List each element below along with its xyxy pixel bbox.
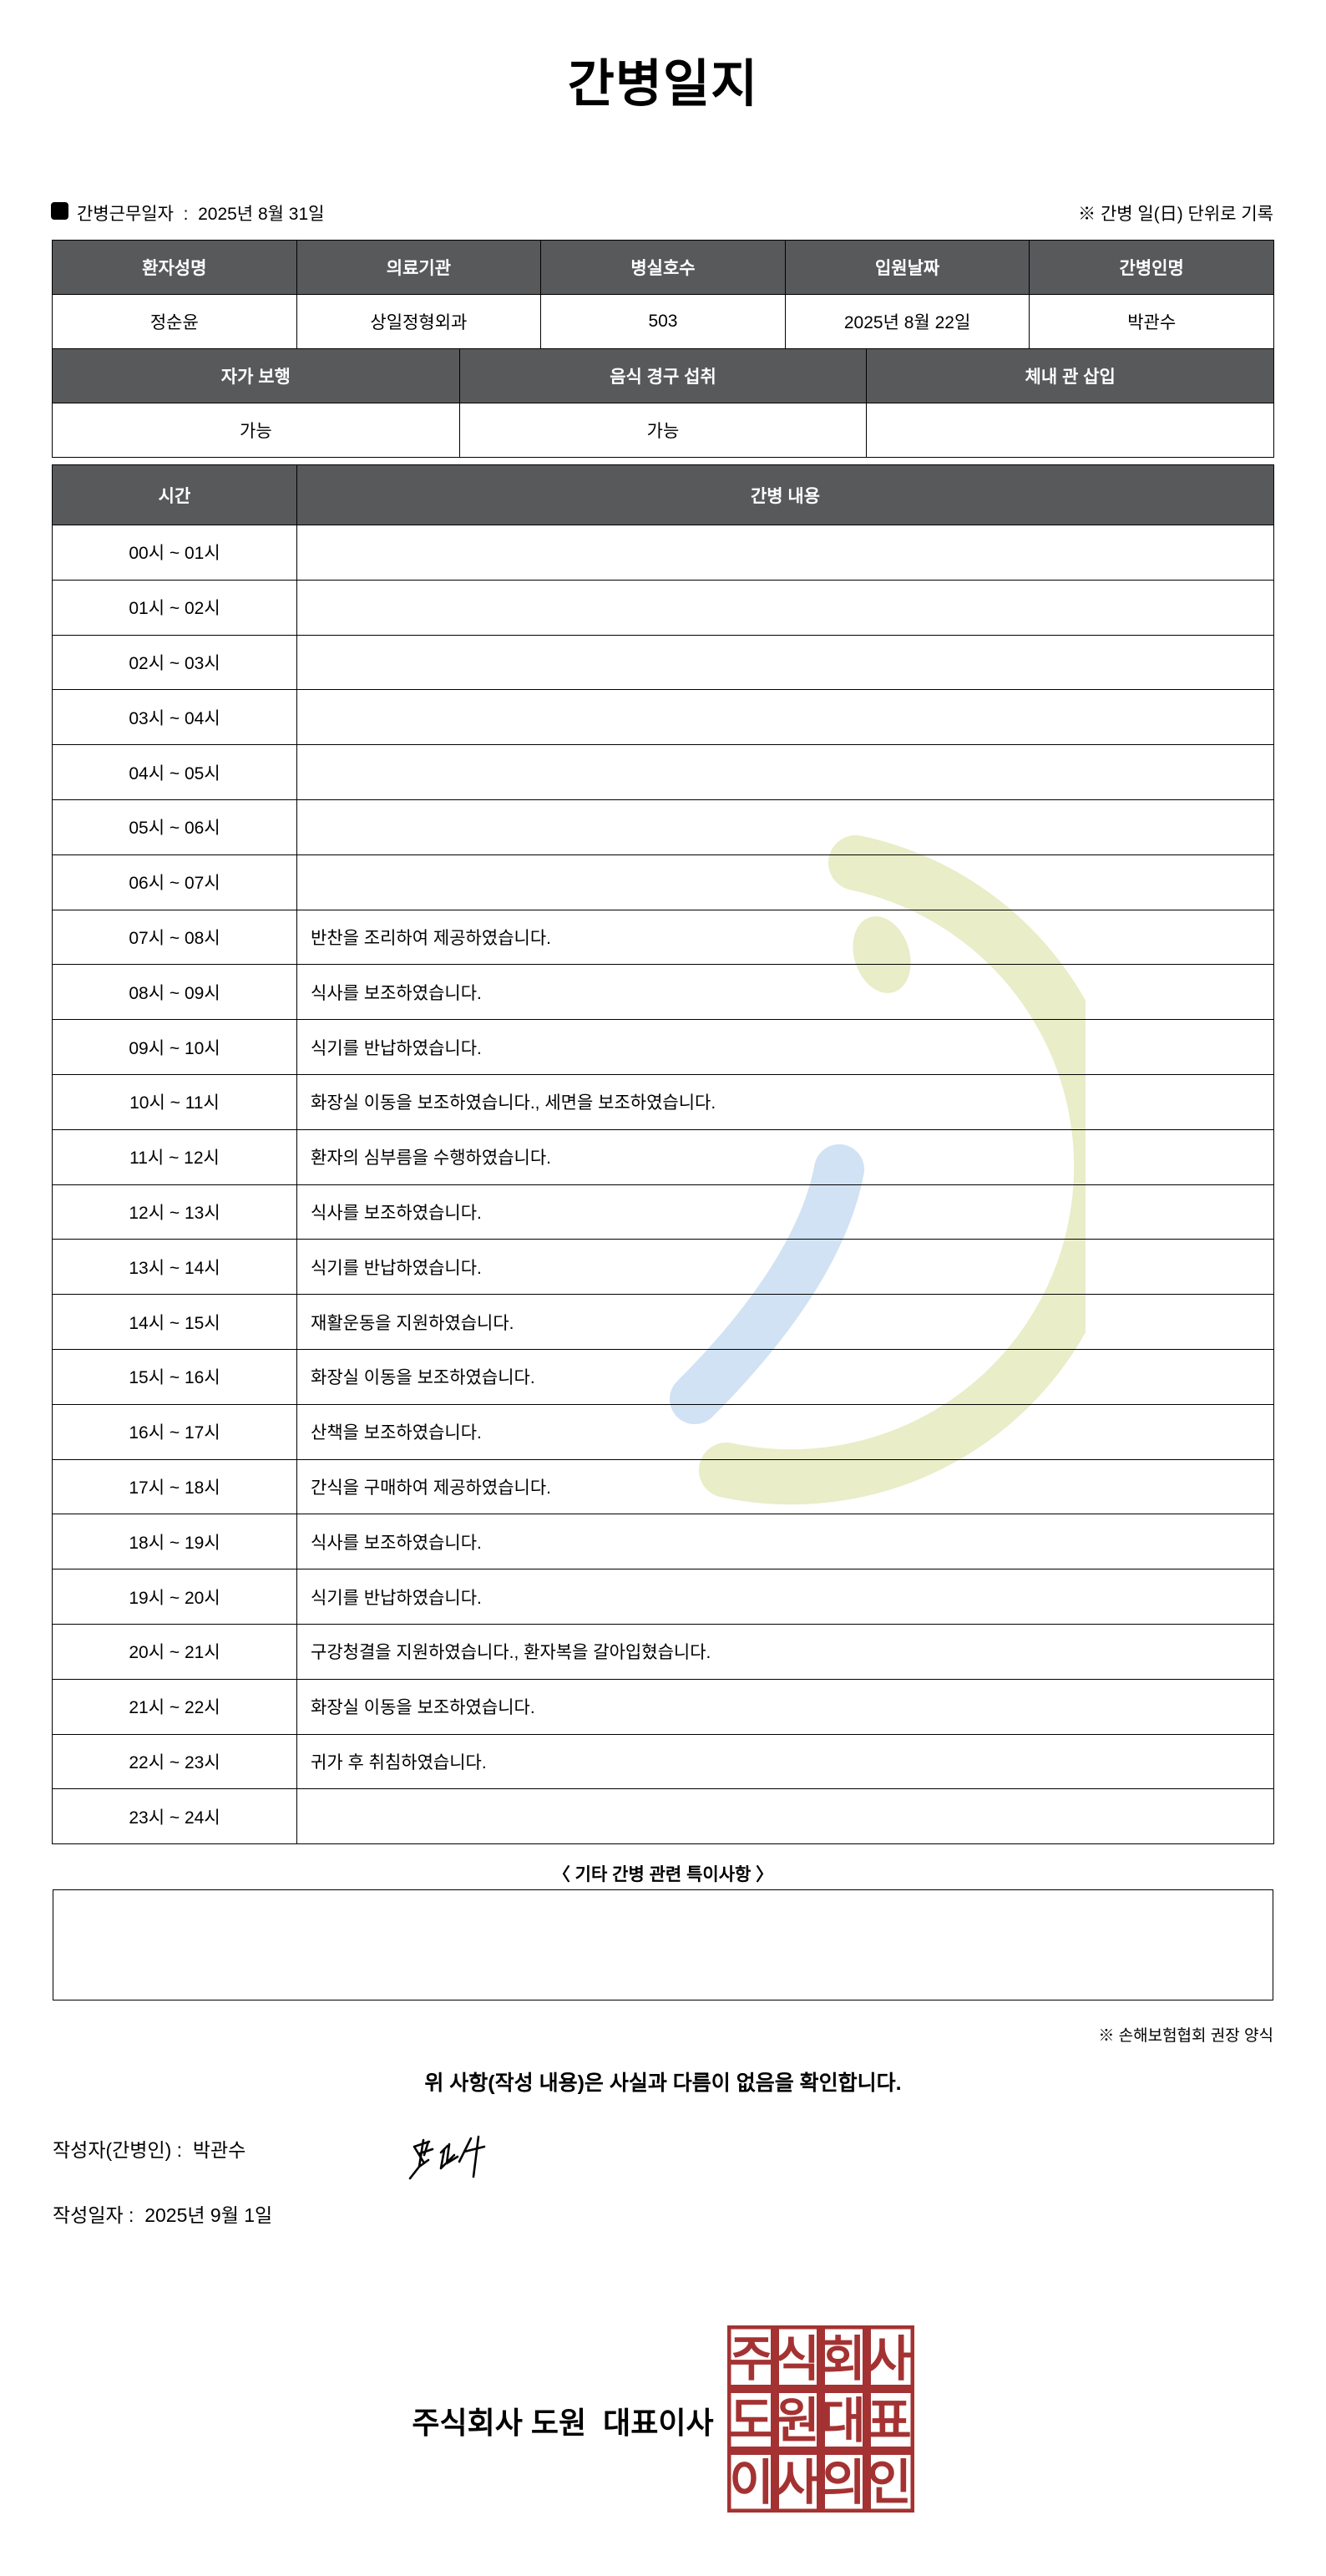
svg-text:사: 사 [775,2456,819,2510]
svg-text:대: 대 [821,2394,865,2448]
svg-text:이: 이 [729,2456,773,2510]
svg-text:원: 원 [775,2394,819,2448]
svg-text:의: 의 [821,2456,865,2510]
svg-text:표: 표 [867,2394,911,2448]
svg-text:식: 식 [775,2332,819,2386]
svg-text:인: 인 [867,2456,911,2510]
svg-text:사: 사 [867,2332,911,2386]
svg-text:주: 주 [729,2332,773,2386]
svg-text:도: 도 [729,2394,773,2448]
svg-text:회: 회 [821,2332,865,2386]
